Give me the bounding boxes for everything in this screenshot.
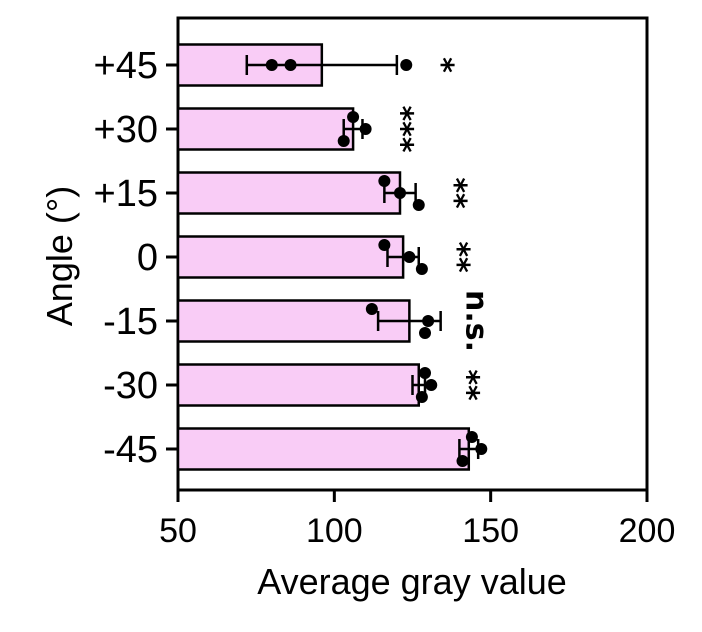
data-point (456, 455, 469, 467)
data-point (425, 379, 438, 391)
data-point (403, 251, 416, 263)
data-point (347, 111, 360, 123)
data-point (415, 391, 428, 403)
x-tick-label: 200 (619, 512, 676, 550)
data-point (365, 303, 378, 315)
data-point (393, 187, 406, 199)
significance-label: *** (384, 105, 419, 152)
significance-label: * (424, 57, 459, 73)
data-point (475, 443, 488, 455)
y-tick-label: -45 (103, 429, 158, 471)
bar (176, 363, 421, 407)
data-point (284, 59, 297, 71)
data-point (378, 239, 391, 251)
bar (176, 171, 402, 215)
data-point (465, 431, 478, 443)
significance-label: ** (449, 369, 484, 401)
data-point (337, 135, 350, 147)
y-tick-label: +15 (94, 173, 158, 215)
significance-label: ** (440, 241, 475, 273)
data-point (400, 59, 413, 71)
bar (176, 235, 405, 279)
y-axis-label: Angle (°) (39, 186, 80, 326)
bar (176, 427, 471, 471)
data-point (415, 263, 428, 275)
data-point (378, 175, 391, 187)
y-tick-label: -15 (103, 301, 158, 343)
data-point (419, 327, 432, 339)
data-point (419, 367, 432, 379)
x-axis-label: Average gray value (257, 561, 567, 602)
data-point (412, 199, 425, 211)
data-point (359, 123, 372, 135)
significance-label: n.s. (459, 290, 494, 352)
x-tick-label: 50 (159, 512, 197, 550)
data-point (422, 315, 435, 327)
y-tick-label: 0 (137, 237, 158, 279)
data-point (265, 59, 278, 71)
y-tick-label: +45 (94, 45, 158, 87)
bar (176, 107, 355, 151)
y-tick-label: +30 (94, 109, 158, 151)
y-tick-label: -30 (103, 365, 158, 407)
significance-label: ** (437, 177, 472, 209)
x-tick-label: 100 (306, 512, 363, 550)
x-tick-label: 150 (462, 512, 519, 550)
plot-area: 50 100 150 200 +45 * +30 *** +15 ** 0 ** -15 n.s. -30 *… (94, 16, 676, 550)
